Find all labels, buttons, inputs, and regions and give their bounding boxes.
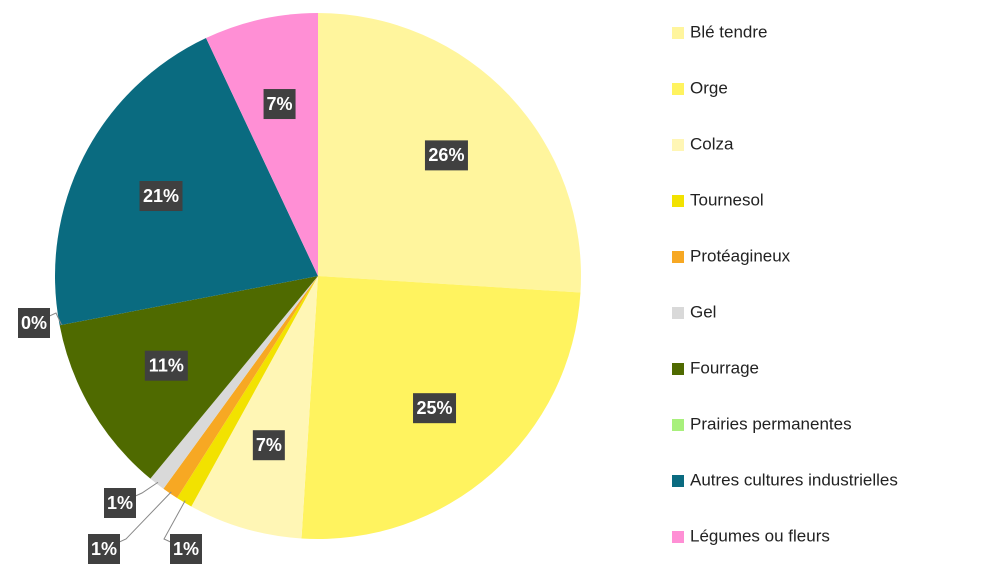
- label-box: [88, 534, 120, 564]
- legend-swatch: [672, 531, 684, 543]
- label-box: [104, 488, 136, 518]
- legend-label: Autres cultures industrielles: [690, 470, 898, 489]
- data-label: 21%: [143, 186, 179, 206]
- label-box: [18, 308, 50, 338]
- pie-slice: [54, 38, 318, 326]
- legend-swatch: [672, 139, 684, 151]
- data-label: 0%: [21, 313, 47, 333]
- label-box: [144, 350, 188, 381]
- pie-slice: [191, 276, 318, 539]
- pie-slice: [177, 276, 318, 507]
- pie-slice: [163, 276, 318, 499]
- legend-label: Gel: [690, 302, 716, 321]
- legend-swatch: [672, 251, 684, 263]
- legend-label: Fourrage: [690, 358, 759, 377]
- legend-swatch: [672, 307, 684, 319]
- legend-label: Protéagineux: [690, 246, 791, 265]
- legend-label: Colza: [690, 134, 734, 153]
- label-box: [263, 89, 296, 120]
- data-label: 25%: [417, 398, 453, 418]
- label-box: [170, 534, 202, 564]
- legend-swatch: [672, 27, 684, 39]
- label-box: [413, 393, 457, 424]
- legend-swatch: [672, 475, 684, 487]
- legend-label: Tournesol: [690, 190, 764, 209]
- legend-swatch: [672, 83, 684, 95]
- label-box: [252, 430, 285, 461]
- label-box: [139, 181, 183, 212]
- label-box: [424, 140, 468, 171]
- data-label: 1%: [173, 539, 199, 559]
- legend-label: Blé tendre: [690, 22, 768, 41]
- pie-slice: [206, 13, 318, 276]
- legend-swatch: [672, 195, 684, 207]
- pie-slice: [59, 276, 319, 479]
- legend-swatch: [672, 419, 684, 431]
- legend-label: Prairies permanentes: [690, 414, 852, 433]
- legend-label: Orge: [690, 78, 728, 97]
- legend-label: Légumes ou fleurs: [690, 526, 830, 545]
- data-label: 26%: [428, 145, 464, 165]
- data-label: 1%: [91, 539, 117, 559]
- data-label: 11%: [149, 355, 184, 375]
- pie-slice: [150, 276, 318, 489]
- data-label: 7%: [256, 435, 282, 455]
- data-label: 7%: [267, 94, 293, 114]
- data-label: 1%: [107, 493, 133, 513]
- legend-swatch: [672, 363, 684, 375]
